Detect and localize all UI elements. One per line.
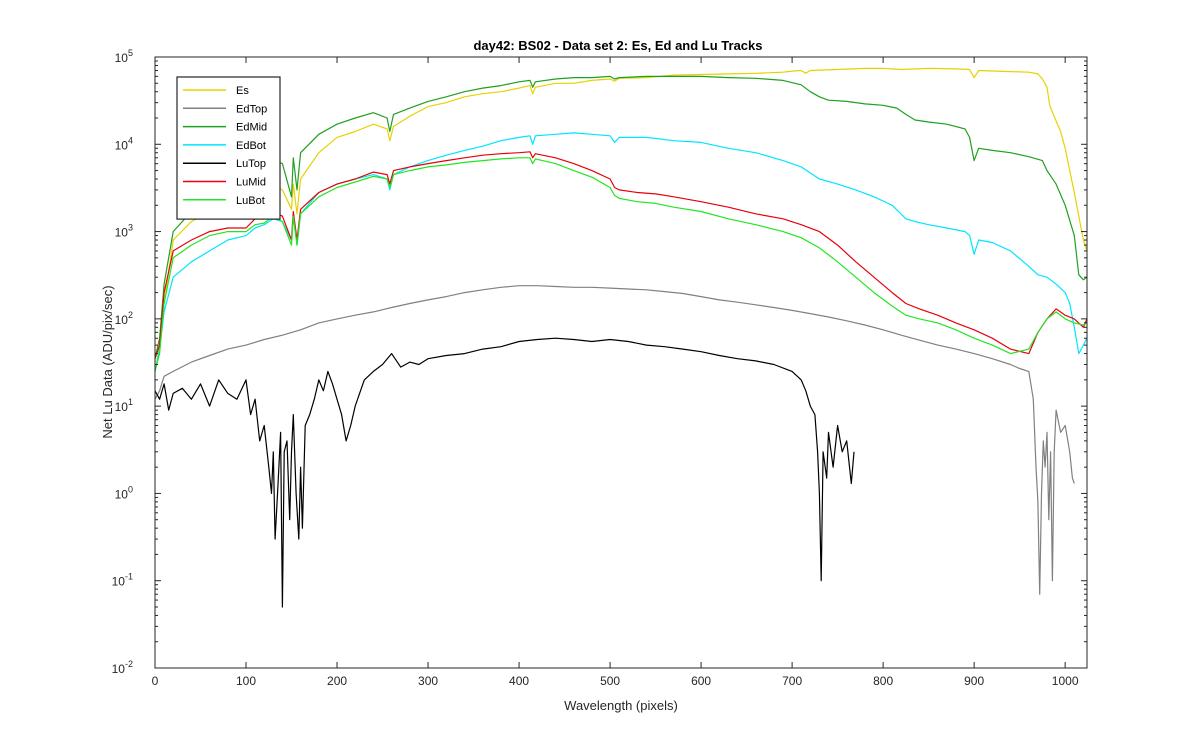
x-tick-label: 700 bbox=[782, 674, 802, 688]
legend-label-lubot: LuBot bbox=[236, 195, 265, 207]
x-tick-label: 900 bbox=[964, 674, 984, 688]
x-tick-label: 100 bbox=[236, 674, 256, 688]
y-tick-label: 10-2 bbox=[112, 659, 133, 676]
y-tick-label: 103 bbox=[115, 223, 133, 240]
x-tick-label: 400 bbox=[509, 674, 529, 688]
y-tick-label: 100 bbox=[115, 484, 133, 501]
legend: Es EdTop EdMid EdBot LuTop LuMid LuBot bbox=[176, 76, 281, 220]
legend-box bbox=[176, 76, 281, 220]
legend-label-lutop: LuTop bbox=[236, 158, 266, 170]
legend-label-edtop: EdTop bbox=[236, 103, 267, 115]
x-tick-label: 600 bbox=[691, 674, 711, 688]
series-line-edmid bbox=[154, 75, 1088, 359]
series-line-edbot bbox=[154, 132, 1088, 372]
x-tick-label: 800 bbox=[873, 674, 893, 688]
legend-label-es: Es bbox=[236, 85, 249, 97]
chart-title: day42: BS02 - Data set 2: Es, Ed and Lu … bbox=[473, 38, 762, 53]
y-axis-label: Net Lu Data (ADU/pix/sec) bbox=[100, 285, 115, 438]
series-line-lubot bbox=[154, 157, 1088, 372]
x-tick-label: 200 bbox=[327, 674, 347, 688]
y-tick-label: 104 bbox=[115, 135, 133, 152]
legend-label-edbot: EdBot bbox=[236, 140, 266, 152]
series-layer bbox=[154, 67, 1088, 608]
legend-label-edmid: EdMid bbox=[236, 122, 267, 134]
x-axis-label: Wavelength (pixels) bbox=[564, 698, 678, 713]
series-line-es bbox=[154, 67, 1088, 372]
series-line-edtop bbox=[154, 285, 1075, 595]
x-tick-label: 0 bbox=[152, 674, 159, 688]
series-line-lumid bbox=[154, 151, 1088, 359]
y-tick-label: 101 bbox=[115, 397, 133, 414]
plot-area bbox=[155, 57, 1087, 668]
axes-frame bbox=[154, 56, 1088, 669]
y-tick-label: 105 bbox=[115, 48, 133, 65]
y-tick-label: 10-1 bbox=[112, 572, 133, 589]
x-tick-label: 500 bbox=[600, 674, 620, 688]
x-tick-label: 1000 bbox=[1052, 674, 1079, 688]
x-tick-label: 300 bbox=[418, 674, 438, 688]
series-line-lutop bbox=[154, 337, 855, 608]
y-tick-label: 102 bbox=[115, 310, 133, 327]
legend-label-lumid: LuMid bbox=[236, 177, 266, 189]
